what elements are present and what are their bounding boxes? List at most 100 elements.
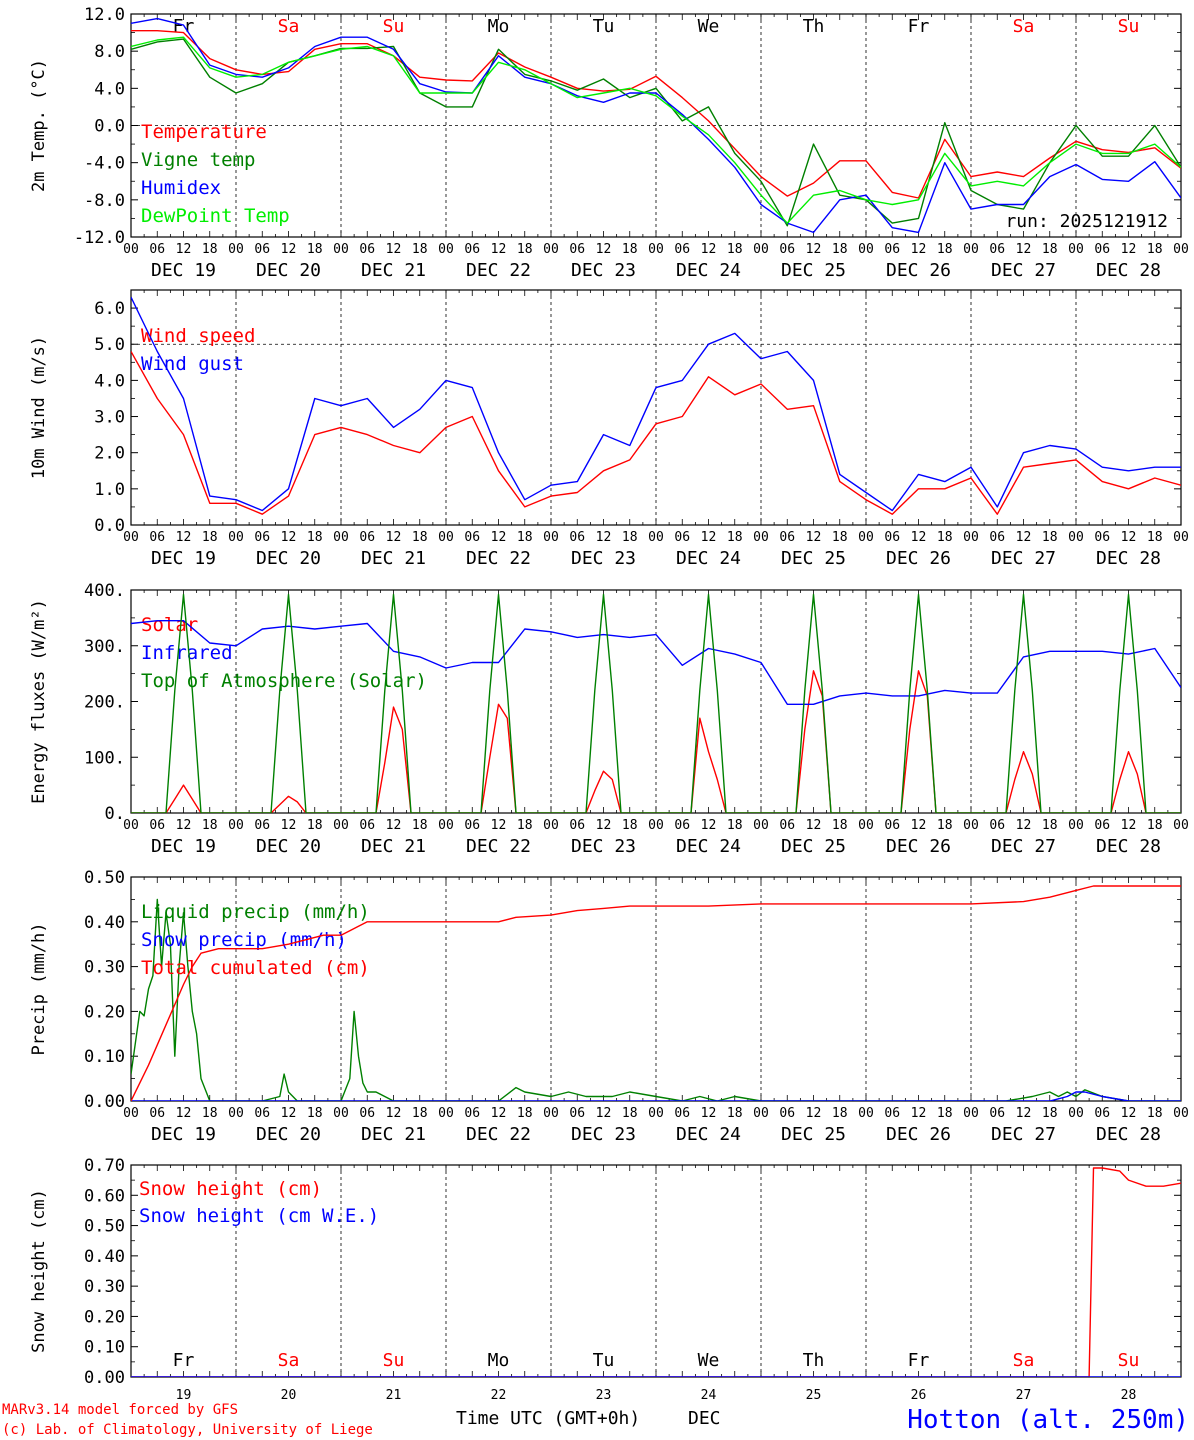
hour-tick-label: 18 <box>202 1106 218 1121</box>
hour-tick-label: 00 <box>543 242 559 257</box>
day-abbr-label: Fr <box>173 16 195 37</box>
y-axis-title: Precip (mm/h) <box>29 922 49 1055</box>
hour-tick-label: 12 <box>386 530 402 545</box>
hour-tick-label: 18 <box>1042 530 1058 545</box>
hour-tick-label: 06 <box>674 1106 690 1121</box>
day-abbr-label: Fr <box>908 1350 930 1371</box>
hour-tick-label: 12 <box>1016 1106 1032 1121</box>
y-tick-label: 0.0 <box>94 516 125 536</box>
hour-tick-label: 00 <box>648 1106 664 1121</box>
hour-tick-label: 18 <box>412 818 428 833</box>
footer-credit: (c) Lab. of Climatology, University of L… <box>2 1422 373 1438</box>
hour-tick-label: 18 <box>202 242 218 257</box>
day-abbr-label: Tu <box>593 1350 615 1371</box>
legend-entry-snow-precip-mm-h: Snow precip (mm/h) <box>141 929 347 951</box>
legend-entry-solar: Solar <box>141 614 198 636</box>
y-tick-label: -12.0 <box>74 228 125 248</box>
hour-tick-label: 06 <box>359 530 375 545</box>
day-abbr-label: Su <box>383 16 405 37</box>
hour-tick-label: 12 <box>386 1106 402 1121</box>
hour-tick-label: 00 <box>648 530 664 545</box>
hour-tick-label: 06 <box>254 818 270 833</box>
hour-tick-label: 00 <box>1068 1106 1084 1121</box>
hour-tick-label: 18 <box>307 530 323 545</box>
hour-tick-label: 18 <box>517 242 533 257</box>
y-tick-label: 4.0 <box>94 371 125 391</box>
hour-tick-label: 18 <box>832 1106 848 1121</box>
date-label: DEC 19 <box>151 836 216 857</box>
hour-tick-label: 12 <box>911 242 927 257</box>
y-tick-label: 5.0 <box>94 335 125 355</box>
hour-tick-label: 00 <box>648 242 664 257</box>
hour-tick-label: 18 <box>937 1106 953 1121</box>
date-label: DEC 26 <box>886 548 951 569</box>
hour-tick-label: 12 <box>176 818 192 833</box>
y-axis-title: Snow height (cm) <box>29 1189 49 1353</box>
hour-tick-label: 06 <box>674 818 690 833</box>
hour-tick-label: 12 <box>596 1106 612 1121</box>
hour-tick-label: 06 <box>149 242 165 257</box>
run-label: run: 2025121912 <box>1005 211 1168 232</box>
y-tick-label: 8.0 <box>94 42 125 62</box>
date-label: DEC 20 <box>256 1124 321 1145</box>
hour-tick-label: 06 <box>254 530 270 545</box>
series-line-wind-speed <box>131 351 1181 515</box>
hour-tick-label: 00 <box>438 530 454 545</box>
hour-tick-label: 18 <box>517 530 533 545</box>
plot-frame <box>130 589 1182 814</box>
hour-tick-label: 00 <box>438 242 454 257</box>
hour-tick-label: 06 <box>989 818 1005 833</box>
hour-tick-label: 00 <box>753 818 769 833</box>
date-label: DEC 24 <box>676 1124 741 1145</box>
hour-tick-label: 00 <box>438 818 454 833</box>
hour-tick-label: 12 <box>1121 818 1137 833</box>
legend-entry-snow-height-cm-w-e: Snow height (cm W.E.) <box>139 1205 379 1227</box>
series-line-temperature <box>131 30 1181 199</box>
hour-tick-label: 12 <box>596 818 612 833</box>
legend-entry-total-cumulated-cm: Total cumulated (cm) <box>141 957 370 979</box>
hour-tick-label: 00 <box>1068 818 1084 833</box>
hour-tick-label: 12 <box>1016 530 1032 545</box>
y-tick-label: 0.60 <box>84 1186 125 1206</box>
hour-tick-label: 18 <box>517 818 533 833</box>
hour-tick-label: 06 <box>359 242 375 257</box>
plot-frame <box>130 289 1182 526</box>
series-line-dewpoint-temp <box>131 36 1181 224</box>
y-tick-label: 0.70 <box>84 1156 125 1176</box>
hour-tick-label: 06 <box>569 530 585 545</box>
y-tick-label: 12.0 <box>84 5 125 25</box>
day-number-label: 19 <box>176 1388 192 1403</box>
y-axis-title: Energy fluxes (W/m²) <box>29 599 49 804</box>
day-abbr-label: Sa <box>1013 16 1035 37</box>
hour-tick-label: 06 <box>1094 242 1110 257</box>
day-number-label: 22 <box>491 1388 507 1403</box>
panel-temperature: 12.0 8.0 4.0 0.0 -4.0 -8.0 -12.0 2m Temp. (°C) F… <box>29 5 1189 281</box>
hour-tick-label: 06 <box>464 530 480 545</box>
series-line-solar <box>131 670 1181 813</box>
hour-tick-label: 12 <box>806 242 822 257</box>
hour-tick-label: 18 <box>727 242 743 257</box>
hour-tick-label: 12 <box>701 1106 717 1121</box>
date-label: DEC 19 <box>151 260 216 281</box>
date-label: DEC 20 <box>256 548 321 569</box>
hour-tick-label: 12 <box>1016 242 1032 257</box>
y-tick-label: 2.0 <box>94 444 125 464</box>
hour-tick-label: 18 <box>622 242 638 257</box>
date-label: DEC 28 <box>1096 260 1161 281</box>
hour-tick-label: 18 <box>832 242 848 257</box>
date-label: DEC 24 <box>676 260 741 281</box>
hour-tick-label: 00 <box>963 1106 979 1121</box>
hour-tick-label: 18 <box>937 530 953 545</box>
hour-tick-label: 12 <box>281 242 297 257</box>
legend-entry-infrared: Infrared <box>141 642 233 664</box>
hour-tick-label: 00 <box>1173 242 1189 257</box>
hour-tick-label: 18 <box>202 530 218 545</box>
y-tick-label: 3.0 <box>94 408 125 428</box>
hour-tick-label: 12 <box>281 1106 297 1121</box>
hour-tick-label: 00 <box>123 530 139 545</box>
day-abbr-label: Mo <box>488 16 510 37</box>
hour-tick-label: 06 <box>884 818 900 833</box>
date-label: DEC 20 <box>256 836 321 857</box>
day-abbr-label: Su <box>383 1350 405 1371</box>
